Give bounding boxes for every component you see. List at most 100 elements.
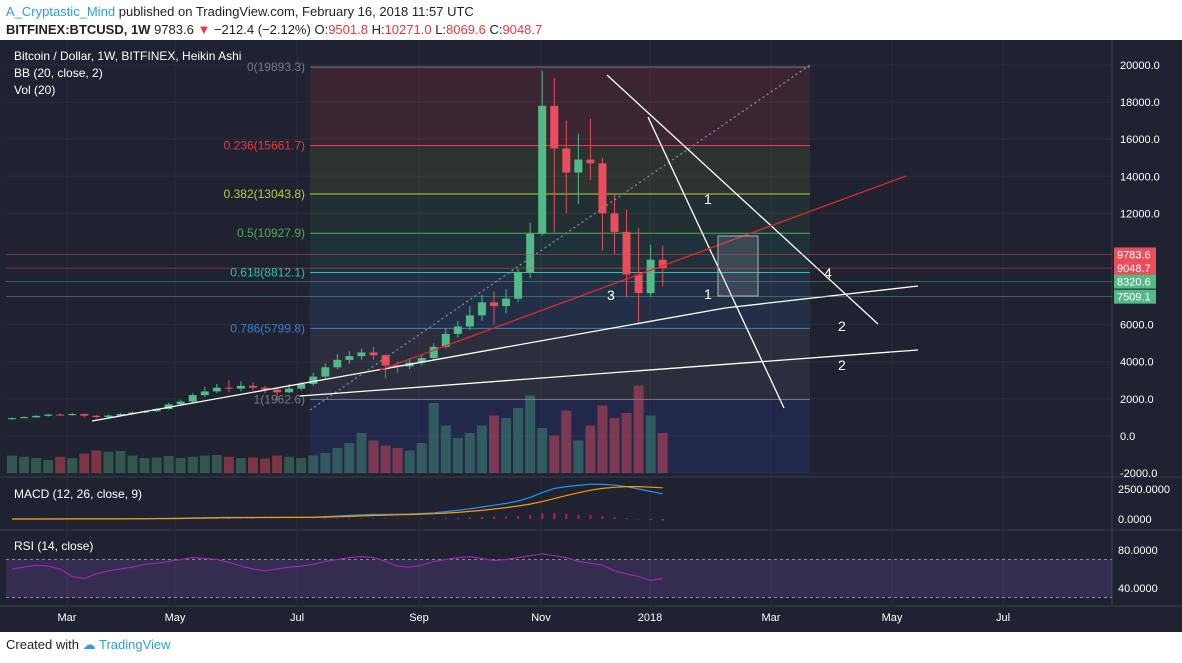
candle-body[interactable]: [8, 418, 16, 420]
fib-level-label: 0.786(5799.8): [230, 321, 305, 335]
price-badge-label: 8320.6: [1117, 277, 1151, 289]
symbol-label: BITFINEX:BTCUSD, 1W: [6, 22, 151, 37]
candle-body[interactable]: [297, 383, 306, 389]
candle-body[interactable]: [441, 333, 450, 347]
candle-body[interactable]: [261, 387, 270, 390]
candles[interactable]: [8, 70, 667, 420]
volume-bar: [7, 455, 17, 473]
footer: Created with ☁ TradingView: [6, 637, 171, 653]
candle-body[interactable]: [550, 105, 559, 149]
candle-body[interactable]: [381, 355, 390, 366]
trendline-support-2[interactable]: [299, 349, 919, 397]
candle-body[interactable]: [32, 415, 41, 418]
author-link[interactable]: A_Cryptastic_Mind: [6, 4, 116, 19]
candle-body[interactable]: [369, 352, 378, 356]
candle-body[interactable]: [212, 387, 221, 392]
chart-area[interactable]: 0(19893.3) 0.236(15661.7) 0.382(13043.8) 0.…: [0, 40, 1182, 632]
high-value: 10271.0: [384, 22, 432, 37]
candle-body[interactable]: [56, 414, 65, 416]
volume-bar: [609, 418, 620, 473]
fib-level-label: 0(19893.3): [247, 60, 305, 74]
volume-bar: [621, 413, 632, 473]
volume-bar: [489, 415, 499, 473]
candle-body[interactable]: [152, 409, 161, 412]
candle-body[interactable]: [357, 352, 366, 357]
volume-bar: [404, 450, 415, 473]
candle-body[interactable]: [200, 391, 209, 396]
volume-bar: [67, 458, 78, 473]
volume-bar: [476, 425, 487, 473]
volume-bar: [392, 448, 403, 473]
volume-bar: [163, 456, 174, 473]
volume-bar: [356, 433, 367, 473]
candle-body[interactable]: [417, 358, 426, 363]
time-tick-label: Mar: [58, 612, 77, 624]
time-tick-label: Jul: [996, 612, 1010, 624]
candle-body[interactable]: [20, 417, 29, 419]
fib-retracement[interactable]: 0(19893.3) 0.236(15661.7) 0.382(13043.8) 0.…: [224, 60, 810, 473]
volume-bar: [55, 456, 66, 473]
candle-body[interactable]: [574, 159, 583, 173]
candle-body[interactable]: [44, 414, 53, 416]
tradingview-link[interactable]: TradingView: [99, 637, 171, 652]
candle-body[interactable]: [224, 387, 233, 389]
created-with-text: Created with: [6, 637, 79, 652]
wave-label-1b: 1: [704, 286, 712, 302]
candle-body[interactable]: [176, 401, 185, 405]
price-tick-label: 4000.0: [1120, 357, 1154, 369]
candle-body[interactable]: [285, 388, 294, 393]
candle-body[interactable]: [429, 346, 438, 359]
volume-bar: [43, 460, 54, 473]
volume-bar: [139, 458, 150, 473]
wave-label-3: 3: [607, 287, 615, 303]
price-tick-label: 18000.0: [1120, 97, 1160, 109]
candle-body[interactable]: [236, 385, 245, 389]
candle-body[interactable]: [477, 302, 486, 316]
rsi-pane[interactable]: [6, 553, 1112, 598]
candle-body[interactable]: [92, 415, 101, 417]
grid: [0, 40, 1182, 607]
candle-body[interactable]: [309, 376, 318, 384]
candle-body[interactable]: [249, 385, 257, 388]
candle-body[interactable]: [188, 395, 197, 402]
candle-body[interactable]: [526, 233, 535, 273]
trendline-resistance-a[interactable]: [647, 116, 785, 409]
candle-body[interactable]: [116, 414, 125, 416]
candle-body[interactable]: [634, 274, 643, 294]
wave-label-2b: 2: [838, 357, 846, 373]
candle-body[interactable]: [598, 163, 607, 214]
candle-body[interactable]: [538, 105, 547, 234]
candle-body[interactable]: [321, 367, 330, 377]
candle-body[interactable]: [622, 231, 631, 275]
volume-bar: [175, 458, 186, 473]
candle-body[interactable]: [273, 389, 282, 393]
drawn-trendlines[interactable]: [6, 64, 1112, 422]
price-badge: [1114, 289, 1156, 304]
dotted-trendline[interactable]: [309, 64, 811, 411]
fib-zone: [310, 194, 810, 234]
volume-bar: [549, 435, 560, 473]
trendline-support-1-ext[interactable]: [724, 285, 919, 309]
candle-body[interactable]: [514, 272, 523, 299]
volume-bar: [585, 425, 596, 473]
candle-body[interactable]: [658, 259, 667, 269]
price-badge: [1114, 274, 1156, 289]
trendline-red[interactable]: [379, 175, 907, 371]
candle-body[interactable]: [562, 148, 571, 173]
candle-body[interactable]: [586, 159, 595, 164]
candle-body[interactable]: [610, 213, 619, 232]
candle-body[interactable]: [68, 414, 77, 416]
candle-body[interactable]: [333, 359, 342, 368]
candle-body[interactable]: [490, 302, 498, 307]
candle-body[interactable]: [80, 414, 89, 416]
candle-body[interactable]: [453, 326, 462, 334]
candle-body[interactable]: [345, 356, 354, 360]
candle-body[interactable]: [465, 315, 474, 327]
candle-body[interactable]: [646, 259, 655, 294]
trendline-support-1[interactable]: [91, 307, 726, 422]
macd-pane[interactable]: [11, 483, 664, 521]
candle-body[interactable]: [104, 415, 113, 417]
candle-body[interactable]: [502, 298, 511, 307]
selection-box[interactable]: [717, 235, 759, 297]
trendline-resistance-4[interactable]: [606, 74, 879, 325]
